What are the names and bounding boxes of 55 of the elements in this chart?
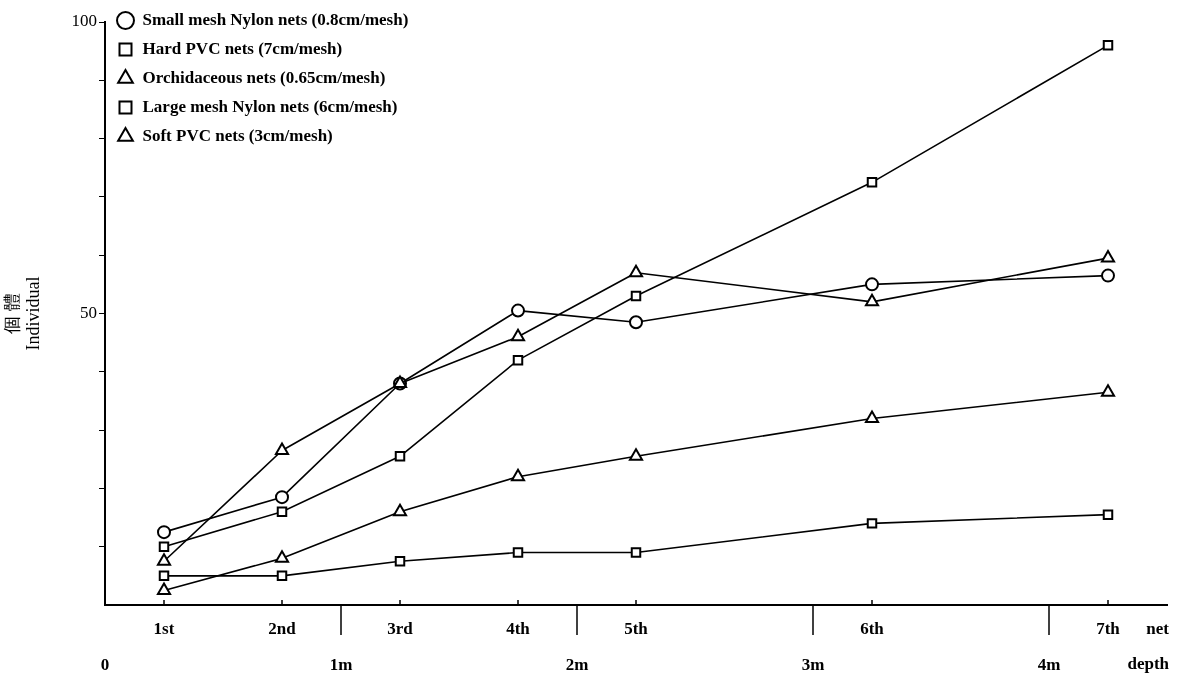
point [276,570,288,582]
point [512,547,524,558]
annotation: 6th [860,619,885,639]
annotation: 1st [153,619,175,639]
legend-label: Orchidaceous nets (0.65cm/mesh) [142,67,386,87]
point [629,315,643,330]
point [158,570,170,582]
point [392,503,408,517]
point [866,518,878,529]
point [864,410,880,423]
point [864,293,880,307]
legend-label: Large mesh Nylon nets (6cm/mesh) [142,96,398,116]
text: net [1146,619,1170,639]
legend-label: Soft PVC nets (3cm/mesh) [142,125,333,145]
legend-label: Hard PVC nets (7cm/mesh) [142,38,343,58]
annotation: 4th [506,619,531,639]
point [274,550,290,563]
point [1102,40,1114,51]
x-axis-title: depth [1127,654,1170,674]
x-tick-label: 2m [565,654,589,674]
point [628,448,644,461]
point [158,541,170,552]
point [865,277,879,292]
x-tick-label: 4m [1037,654,1061,674]
point [394,556,406,567]
point [1100,250,1116,263]
x-tick-label: 0 [100,654,110,674]
point [274,442,290,456]
point [1102,509,1114,520]
point [1100,384,1116,397]
point [156,553,172,566]
point [511,303,525,318]
annotation: 3rd [387,619,414,639]
point [1101,268,1115,283]
point [510,468,526,482]
point [156,582,172,595]
annotation: 7th [1096,619,1121,639]
point [157,525,171,540]
annotation: 2nd [268,619,297,639]
point [866,177,878,188]
point [630,290,642,302]
y-tick-label: 50 [80,302,97,322]
legend-label: Small mesh Nylon nets (0.8cm/mesh) [142,9,409,29]
point [394,451,406,462]
point [628,264,644,278]
x-tick-label: 3m [801,654,825,674]
point [276,506,288,517]
y-tick-label: 100 [71,11,97,31]
point [275,490,289,505]
point [630,547,642,558]
point [510,328,526,342]
point [512,354,524,366]
y-axis-title: 個 體 Individual [1,276,44,351]
annotation: 5th [624,619,649,639]
x-tick-label: 1m [329,654,353,674]
